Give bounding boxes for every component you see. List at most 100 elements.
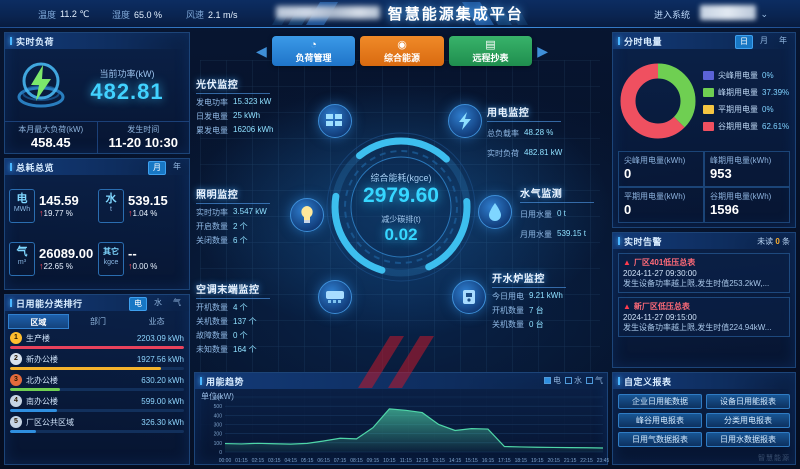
weather-windspeed-label: 风速: [186, 10, 205, 20]
water-row: 月用水量 539.15 t: [520, 229, 594, 240]
nav-button-label: 综合能源: [384, 53, 421, 63]
rank-value: 326.30 kWh: [141, 417, 184, 427]
tou-cell-value: 0: [624, 202, 632, 217]
weather-temperature: 温度 11.2 ℃: [38, 8, 89, 21]
row-key: 实时负荷: [487, 149, 519, 158]
toggle-year[interactable]: 年: [173, 162, 181, 171]
tab-department[interactable]: 部门: [90, 317, 106, 326]
chart-series-toggles: 电 水 气: [544, 375, 603, 386]
report-button[interactable]: 日用水数据报表: [706, 432, 790, 447]
nav-button-remote-meter[interactable]: ▤ 远程抄表: [448, 36, 533, 66]
toggle-water[interactable]: 水: [154, 298, 162, 307]
toggle-gas[interactable]: 气: [173, 298, 181, 307]
trend-up-icon: ↑: [39, 261, 44, 271]
alarm-header: 实时告警 未读 0 条: [613, 233, 795, 249]
list-item[interactable]: 1 生产楼 2203.09 kWh: [5, 331, 189, 349]
custom-reports-panel: 自定义报表 企业日用能数据 设备日用能报表 峰谷用电报表 分类用电报表 日用气数据报表日…: [612, 372, 796, 465]
accent-bar: [10, 163, 12, 171]
boiler-monitor-title: 开水炉监控: [492, 270, 566, 288]
alarm-time: 2024-11-27 09:15:00: [623, 313, 697, 322]
month-max-load-value: 458.45: [30, 135, 71, 150]
tou-cell-label: 峰期用电量(kWh): [710, 156, 772, 165]
nav-button-label: 负荷管理: [295, 53, 332, 63]
chart-toggle-electricity[interactable]: 电: [544, 375, 561, 386]
toggle-electricity[interactable]: 电: [129, 297, 147, 311]
chart-toggle-water[interactable]: 水: [565, 375, 582, 386]
alarm-title: 实时告警: [624, 236, 663, 247]
toggle-month[interactable]: 月: [760, 36, 768, 45]
row-key: 日发电量: [196, 112, 228, 121]
energy-trend-panel: 用能趋势 电 水 气 单位(kW) 0 100 200 300 400 500 600 00:…: [194, 372, 609, 465]
tou-cell-value: 1596: [710, 202, 739, 217]
tou-cell-flat: 平期用电量(kWh) 0: [618, 187, 704, 223]
list-item[interactable]: 2 新办公楼 1927.56 kWh: [5, 352, 189, 370]
list-item[interactable]: 4 南办公楼 599.00 kWh: [5, 394, 189, 412]
chevron-right-icon[interactable]: ▶: [537, 42, 549, 59]
row-key: 关机数量: [196, 317, 228, 326]
bolt-circle-icon[interactable]: [448, 104, 482, 138]
report-button[interactable]: 分类用电报表: [706, 413, 790, 428]
occur-time: 发生时间 11-20 10:30: [96, 122, 190, 153]
title-text: 智慧能源集成平台: [387, 6, 524, 23]
alarm-item[interactable]: ▲ 新厂区低压总表 2024-11-27 09:15:00 发生设备功率越上限,发生时…: [618, 297, 790, 337]
row-key: 故障数量: [196, 331, 228, 340]
solar-panel-icon[interactable]: [318, 104, 352, 138]
tou-period-toggle: 日 月 年: [735, 35, 791, 49]
row-key: 实时功率: [196, 208, 228, 217]
list-item[interactable]: 3 北办公楼 630.20 kWh: [5, 373, 189, 391]
weather-windspeed: 风速 2.1 m/s: [186, 8, 238, 21]
list-item[interactable]: 5 厂区公共区域 326.30 kWh: [5, 415, 189, 433]
enter-system-link[interactable]: 进入系统: [653, 10, 690, 20]
report-button[interactable]: 企业日用能数据: [618, 394, 702, 409]
svg-text:12:15: 12:15: [416, 458, 429, 464]
toggle-year[interactable]: 年: [779, 36, 787, 45]
time-of-use-panel: 分时电量 日 月 年 尖峰用电量 0% 峰期用电量 37.39% 平期用电量 0% 谷期用电…: [612, 32, 796, 228]
boiler-icon[interactable]: [452, 280, 486, 314]
legend-label: 谷期用电量: [718, 122, 758, 131]
bulb-icon[interactable]: [290, 198, 324, 232]
nav-button-load-management[interactable]: ◔ 负荷管理: [271, 36, 356, 66]
tab-area[interactable]: 区域: [8, 314, 69, 329]
weather-humidity-value: 65.0 %: [134, 9, 163, 20]
report-button[interactable]: 日用气数据报表: [618, 432, 702, 447]
accent-bar: [10, 37, 12, 45]
tab-business[interactable]: 业态: [148, 317, 165, 326]
ranking-list: 1 生产楼 2203.09 kWh 2 新办公楼 1927.56 kWh 3 北办公楼 630.…: [5, 331, 189, 433]
nav-button-integrated-energy[interactable]: ◉ 综合能源: [360, 36, 444, 66]
watermark: 智慧能源: [758, 455, 790, 462]
svg-text:23:45: 23:45: [597, 458, 609, 464]
row-value: 4 个: [233, 303, 248, 312]
svg-text:07:15: 07:15: [334, 458, 347, 464]
report-button[interactable]: 峰谷用电报表: [618, 413, 702, 428]
toggle-month[interactable]: 月: [148, 161, 166, 175]
app-header: 温度 11.2 ℃ 湿度 65.0 % 风速 2.1 m/s 智慧能源集成平台 …: [0, 0, 800, 28]
alarm-time: 2024-11-27 09:30:00: [623, 269, 697, 278]
row-value: 16206 kWh: [233, 125, 274, 134]
chart-toggle-gas[interactable]: 气: [586, 375, 603, 386]
energy-chip: 其它 kgce: [98, 241, 124, 276]
water-row: 日用水量 0 t: [520, 209, 594, 220]
lighting-row: 实时功率 3.547 kW: [196, 207, 270, 218]
current-power-value: 482.81: [90, 78, 164, 104]
air-conditioner-icon[interactable]: [318, 280, 352, 314]
alarm-item[interactable]: ▲ 厂区401低压总表 2024-11-27 09:30:00 发生设备功率越上限,发…: [618, 253, 790, 293]
water-gas-monitor-block: 水气监测 日用水量 0 t 月用水量 539.15 t: [520, 185, 594, 240]
total-value: 145.59: [39, 193, 79, 208]
toggle-day[interactable]: 日: [735, 35, 753, 49]
water-drop-icon[interactable]: [478, 195, 512, 229]
svg-text:20:15: 20:15: [547, 458, 560, 464]
chevron-left-icon[interactable]: ◀: [256, 42, 267, 59]
svg-text:01:15: 01:15: [235, 458, 248, 464]
tou-cell-sharp-peak: 尖峰用电量(kWh) 0: [618, 151, 704, 187]
report-button[interactable]: 设备日用能报表: [706, 394, 790, 409]
row-value: 6 个: [233, 236, 248, 245]
gauge-readout: 综合能耗(kgce) 2979.60 减少碳排(t) 0.02: [322, 128, 480, 286]
user-name-masked[interactable]: [700, 5, 756, 20]
row-value: 539.15 t: [557, 229, 586, 238]
tou-legend: 尖峰用电量 0% 峰期用电量 37.39% 平期用电量 0% 谷期用电量 62.61%: [701, 67, 793, 135]
chevron-down-icon[interactable]: ⌄: [760, 9, 768, 19]
svg-text:14:15: 14:15: [449, 458, 462, 464]
occur-time-label: 发生时间: [127, 125, 160, 134]
daily-ranking-header: 日用能分类排行 电 水 气: [5, 295, 189, 311]
rank-value: 2203.09 kWh: [136, 333, 184, 343]
